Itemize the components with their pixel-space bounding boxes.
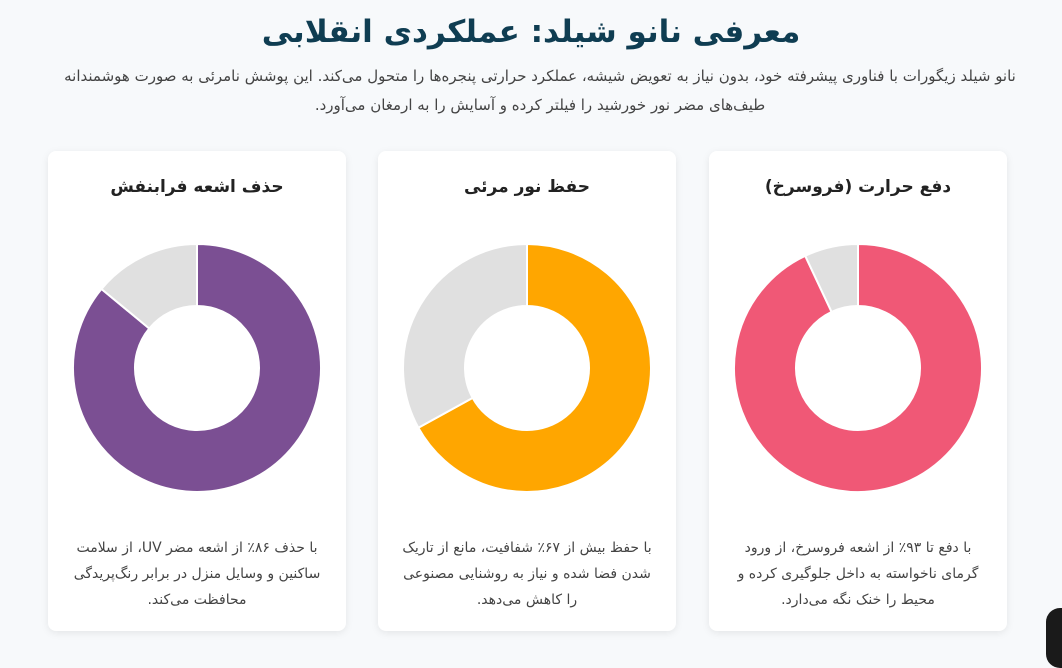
donut-chart-uv — [72, 243, 322, 493]
donut-segment-value — [733, 243, 983, 493]
donut-segment-remainder — [100, 243, 198, 330]
card-title: حفظ نور مرئی — [463, 177, 591, 197]
donut-segment-value — [416, 243, 652, 493]
donut-segment-remainder — [803, 243, 859, 314]
card-title: حذف اشعه فرابنفش — [110, 177, 284, 197]
donut-segment-value — [72, 243, 322, 493]
floating-widget-button[interactable] — [1046, 608, 1062, 668]
card-description: با دفع تا ۹۳٪ از اشعه فروسرخ، از ورود گر… — [737, 540, 979, 608]
donut-chart-infrared — [733, 243, 983, 493]
card-title: دفع حرارت (فروسرخ) — [764, 177, 952, 197]
card-infrared: دفع حرارت (فروسرخ) با دفع تا ۹۳٪ از اشعه… — [709, 151, 1007, 631]
intro-text: نانو شیلد زیگورات با فناوری پیشرفته خود،… — [64, 67, 1016, 114]
card-uv: حذف اشعه فرابنفش با حذف ۸۶٪ از اشعه مضر … — [48, 151, 346, 631]
donut-chart-visible-light — [402, 243, 652, 493]
card-description: با حذف ۸۶٪ از اشعه مضر UV، از سلامت ساکن… — [73, 540, 321, 608]
card-visible-light: حفظ نور مرئی با حفظ بیش از ۶۷٪ شفافیت، م… — [378, 151, 676, 631]
donut-segment-remainder — [402, 243, 528, 430]
page-title: معرفی نانو شیلد: عملکردی انقلابی — [261, 14, 801, 50]
card-description: با حفظ بیش از ۶۷٪ شفافیت، مانع از تاریک … — [402, 540, 652, 608]
